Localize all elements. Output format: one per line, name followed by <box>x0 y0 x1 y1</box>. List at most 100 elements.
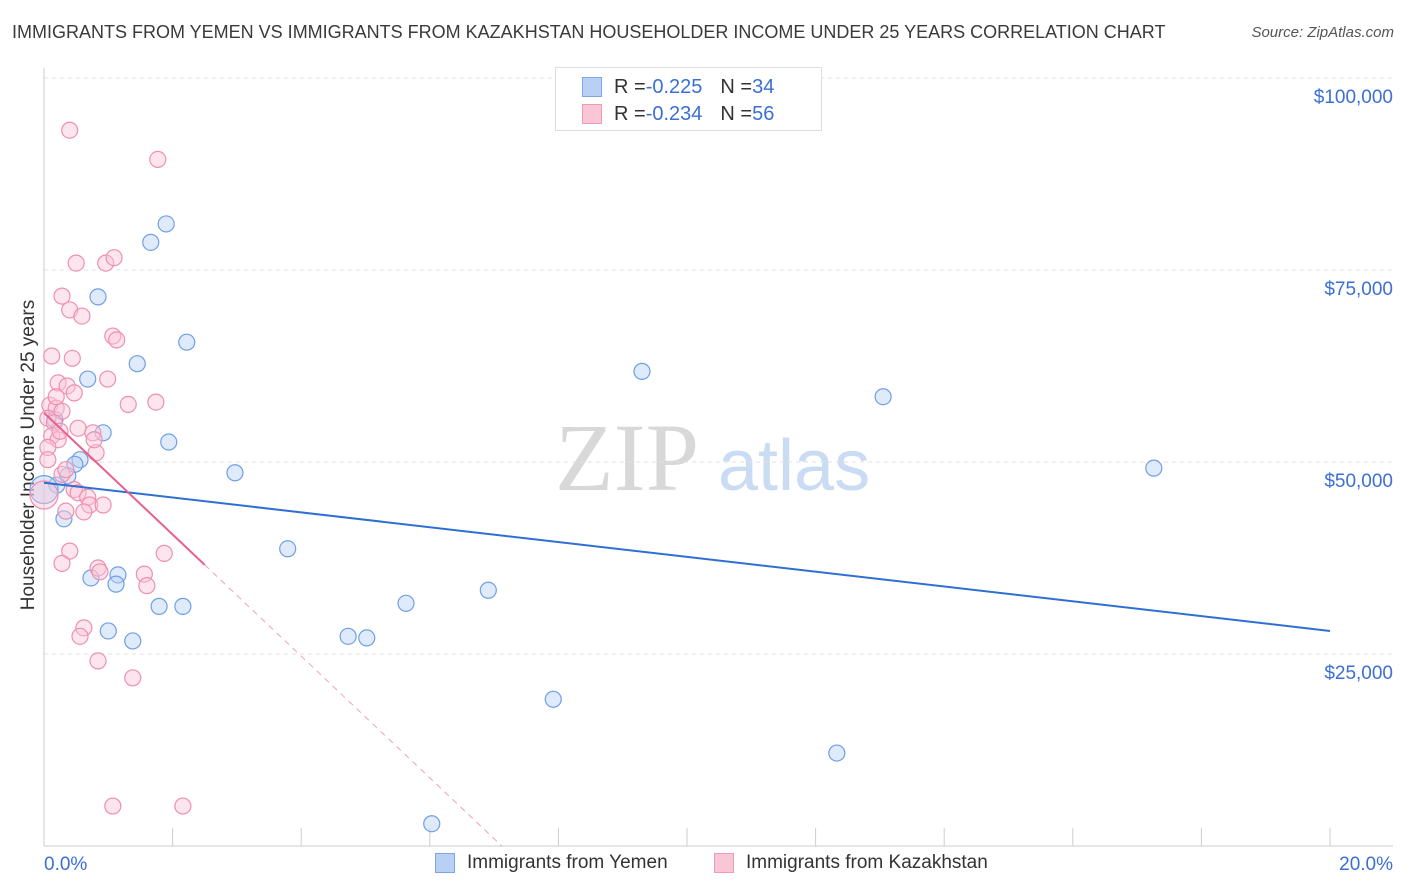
yemen-point <box>107 575 125 593</box>
yemen-point <box>124 632 142 650</box>
stats-legend: R = -0.225 N = 34 R = -0.234 N = 56 <box>555 67 822 131</box>
legend-label: Immigrants from Kazakhstan <box>746 852 988 873</box>
yemen-point <box>479 581 497 599</box>
kazakhstan-point <box>174 797 192 815</box>
kazakhstan-point <box>57 461 75 479</box>
kazakhstan-point <box>69 484 87 502</box>
n-label: N = <box>720 102 753 125</box>
kazakhstan-swatch <box>582 104 602 124</box>
kazakhstan-point <box>61 121 79 139</box>
source-label: Source: ZipAtlas.com <box>1251 24 1394 41</box>
yemen-point <box>544 690 562 708</box>
yemen-point <box>1145 459 1163 477</box>
yemen-point <box>178 333 196 351</box>
kazakhstan-point <box>104 797 122 815</box>
kazakhstan-point <box>94 496 112 514</box>
n-label: N = <box>720 75 753 98</box>
yemen-point <box>226 464 244 482</box>
yemen-point <box>397 594 415 612</box>
kazakhstan-point <box>53 287 71 305</box>
yemen-swatch <box>582 77 602 97</box>
kazakhstan-point <box>97 254 115 272</box>
y-tick-label: $25,000 <box>1324 663 1393 684</box>
x-tick-label: 20.0% <box>1339 854 1393 875</box>
kazakhstan-point <box>49 374 67 392</box>
yemen-point <box>633 362 651 380</box>
kazakhstan-point <box>91 563 109 581</box>
legend-label: Immigrants from Yemen <box>467 852 668 873</box>
kazakhstan-point <box>99 370 117 388</box>
kazakhstan-point <box>71 627 89 645</box>
yemen-point <box>142 233 160 251</box>
yemen-point <box>358 629 376 647</box>
yemen-point <box>160 433 178 451</box>
kazakhstan-point <box>149 150 167 169</box>
yemen-point <box>150 597 168 615</box>
chart-title: IMMIGRANTS FROM YEMEN VS IMMIGRANTS FROM… <box>12 22 1166 42</box>
r-label: R = <box>614 102 646 125</box>
yemen-point <box>157 215 175 233</box>
kazakhstan-point <box>81 496 99 514</box>
yemen-point <box>128 355 146 373</box>
bottom-legend-yemen: Immigrants from Yemen <box>435 852 668 874</box>
yemen-point <box>828 744 846 762</box>
watermark-atlas: atlas <box>718 426 870 506</box>
kazakhstan-point <box>61 542 79 560</box>
yemen-point <box>89 288 107 306</box>
kazakhstan-point <box>65 384 83 402</box>
kazakhstan-point <box>47 388 65 406</box>
kazakhstan-point <box>67 254 85 272</box>
yemen-point <box>874 388 892 406</box>
kazakhstan-point <box>73 307 91 325</box>
x-tick-label: 0.0% <box>44 854 87 875</box>
y-tick-label: $100,000 <box>1314 87 1393 108</box>
kazakhstan-point <box>58 377 76 395</box>
r-value: -0.234 <box>645 102 703 125</box>
yemen-point <box>174 597 192 615</box>
legend-row-yemen: R = -0.225 N = 34 <box>582 74 774 100</box>
yemen-point <box>59 467 77 485</box>
y-axis-label: Householder Income Under 25 years <box>18 300 39 611</box>
bottom-legend-kazakhstan: Immigrants from Kazakhstan <box>714 852 988 874</box>
kazakhstan-swatch <box>714 853 734 873</box>
kazakhstan-point <box>51 422 69 440</box>
kazakhstan-trend-line <box>43 412 206 566</box>
yemen-trend-line <box>43 481 1331 632</box>
kazakhstan-point <box>119 395 137 413</box>
kazakhstan-point <box>75 619 93 637</box>
yemen-point <box>99 622 117 640</box>
kazakhstan-point <box>57 502 75 520</box>
kazakhstan-point <box>105 249 123 267</box>
yemen-point <box>423 815 441 833</box>
y-tick-label: $75,000 <box>1324 279 1393 300</box>
kazakhstan-trend-extension <box>204 564 503 847</box>
kazakhstan-point <box>29 480 59 510</box>
kazakhstan-point <box>63 349 81 367</box>
r-value: -0.225 <box>645 75 703 98</box>
kazakhstan-point <box>53 554 71 572</box>
yemen-point <box>82 569 100 587</box>
kazakhstan-point <box>69 419 87 437</box>
yemen-swatch <box>435 853 455 873</box>
kazakhstan-point <box>138 577 156 595</box>
yemen-point <box>339 627 357 645</box>
kazakhstan-point <box>155 544 173 562</box>
kazakhstan-point <box>39 451 57 469</box>
kazakhstan-point <box>84 424 102 442</box>
yemen-point <box>279 540 297 558</box>
kazakhstan-point <box>75 503 93 521</box>
watermark-zip: ZIP <box>555 404 699 511</box>
legend-row-kazakhstan: R = -0.234 N = 56 <box>582 101 774 127</box>
n-value: 56 <box>752 102 775 125</box>
kazakhstan-point <box>43 347 61 365</box>
n-value: 34 <box>752 75 775 98</box>
y-tick-label: $50,000 <box>1324 471 1393 492</box>
kazakhstan-point <box>39 438 57 457</box>
kazakhstan-point <box>85 431 103 449</box>
yemen-point <box>79 370 97 388</box>
kazakhstan-point <box>89 652 107 670</box>
kazakhstan-point <box>147 393 165 411</box>
kazakhstan-point <box>124 669 142 687</box>
